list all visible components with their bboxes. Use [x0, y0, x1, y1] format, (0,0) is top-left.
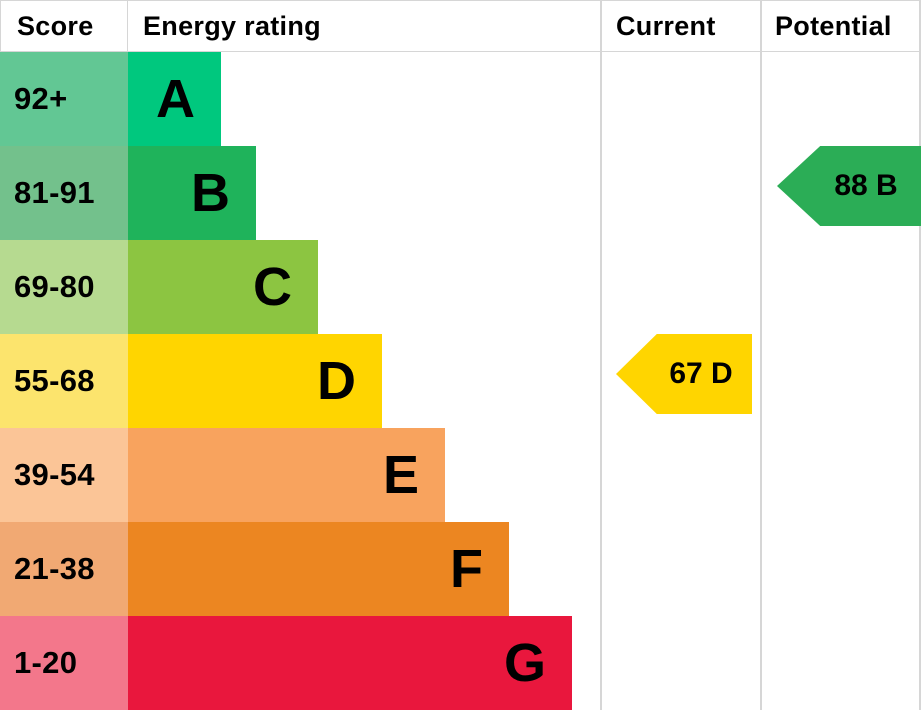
score-range: 55-68 [0, 334, 128, 428]
rating-bar: E [128, 428, 445, 522]
rating-band-row: 92+ A [0, 52, 572, 146]
rating-letter: D [317, 351, 356, 411]
current-rating-arrow: 67 D [616, 334, 752, 414]
rating-bar: B [128, 146, 256, 240]
rating-rows: 92+ A 81-91 B 69-80 C 55-68 D 39-54 [0, 52, 572, 710]
rating-letter: E [382, 445, 419, 505]
header-left-border [0, 0, 1, 52]
right-border [919, 0, 921, 710]
score-column-divider [127, 0, 128, 52]
rating-band-row: 21-38 F [0, 522, 572, 616]
score-range: 21-38 [0, 522, 128, 616]
chart-header-row: Score Energy rating Current Potential [0, 0, 921, 52]
rating-letter: B [191, 163, 230, 223]
current-rating-label: 67 D [669, 357, 733, 390]
potential-column-divider [760, 0, 762, 710]
rating-letter: A [156, 69, 195, 129]
rating-band-row: 55-68 D [0, 334, 572, 428]
rating-bar: D [128, 334, 382, 428]
rating-band-row: 1-20 G [0, 616, 572, 710]
rating-bar: A [128, 52, 221, 146]
rating-letter: F [450, 539, 483, 599]
score-range: 92+ [0, 52, 128, 146]
header-potential: Potential [775, 11, 892, 41]
rating-band-row: 69-80 C [0, 240, 572, 334]
rating-letter: G [503, 633, 546, 693]
score-range: 81-91 [0, 146, 128, 240]
rating-bar: G [128, 616, 572, 710]
score-range: 39-54 [0, 428, 128, 522]
score-range: 69-80 [0, 240, 128, 334]
header-energy-rating: Energy rating [143, 11, 321, 41]
rating-bar: C [128, 240, 318, 334]
score-range: 1-20 [0, 616, 128, 710]
header-score: Score [17, 11, 94, 41]
rating-bar: F [128, 522, 509, 616]
rating-band-row: 81-91 B [0, 146, 572, 240]
header-current: Current [616, 11, 716, 41]
rating-band-row: 39-54 E [0, 428, 572, 522]
current-column-divider [600, 0, 602, 710]
potential-rating-arrow: 88 B [777, 146, 921, 226]
potential-rating-label: 88 B [834, 169, 898, 202]
rating-letter: C [253, 257, 292, 317]
